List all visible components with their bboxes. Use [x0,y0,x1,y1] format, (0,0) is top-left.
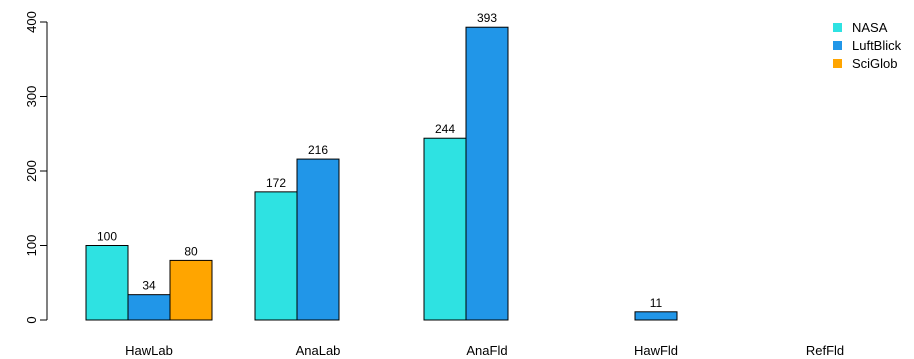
bar-nasa-hawlab [85,245,129,321]
y-tick-label: 100 [24,235,39,257]
bar-luftblick-hawlab [127,294,171,321]
y-tick-label: 300 [24,86,39,108]
bar-nasa-analab [254,191,298,321]
bar-nasa-anafld [423,137,467,321]
x-axis-labels: HawLab AnaLab AnaFld HawFld RefFld [125,343,844,358]
bars [85,26,678,321]
legend-swatch-nasa [833,23,842,32]
data-label: 80 [184,244,198,258]
data-label: 244 [435,122,455,136]
x-tick-label: AnaLab [296,343,341,358]
x-tick-label: RefFld [806,343,844,358]
bar-sciglob-hawlab [169,259,213,321]
bar-luftblick-hawfld [634,311,678,321]
bar-luftblick-anafld [465,26,509,321]
data-labels: 100 34 80 172 216 244 393 11 [97,11,663,310]
x-tick-label: AnaFld [466,343,507,358]
legend: NASA LuftBlick SciGlob [833,20,902,71]
legend-label: LuftBlick [852,38,902,53]
legend-swatch-luftblick [833,41,842,50]
y-tick-label: 400 [24,11,39,33]
bar-luftblick-analab [296,158,340,321]
data-label: 11 [650,296,663,310]
legend-swatch-sciglob [833,59,842,68]
x-tick-label: HawLab [125,343,173,358]
y-tick-label: 200 [24,160,39,182]
y-tick-label: 0 [24,316,39,323]
x-tick-label: HawFld [634,343,678,358]
data-label: 393 [477,11,497,25]
data-label: 172 [266,176,286,190]
data-label: 216 [308,143,328,157]
data-label: 100 [97,230,117,244]
data-label: 34 [142,279,156,293]
legend-label: NASA [852,20,888,35]
y-axis: 0 100 200 300 400 [24,11,48,324]
legend-label: SciGlob [852,56,898,71]
